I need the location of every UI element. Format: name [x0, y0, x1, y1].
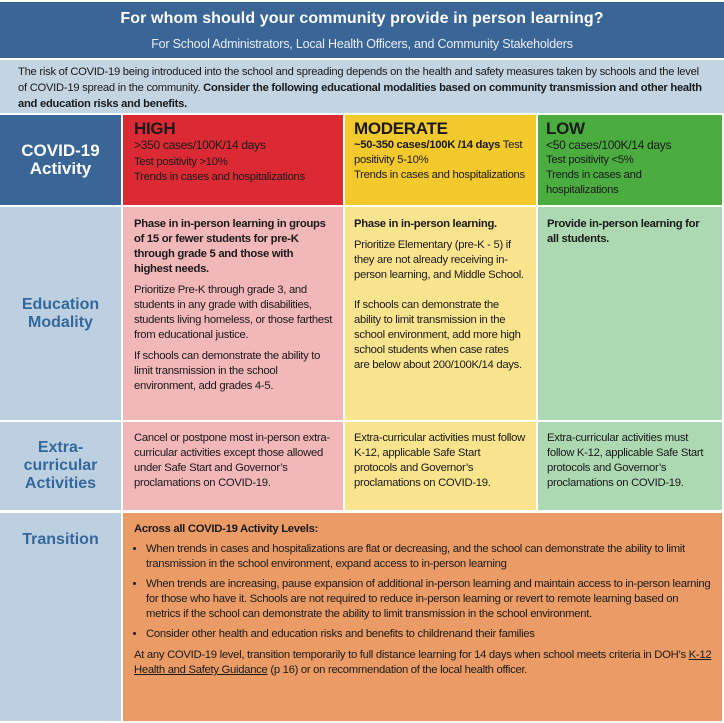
intro-text: The risk of COVID-19 being introduced in… [0, 60, 724, 113]
level-low: LOW <50 cases/100K/14 days Test positivi… [538, 115, 722, 205]
modality-text: Prioritize Elementary (pre-K - 5) if the… [354, 239, 524, 281]
level-positivity: Test positivity <5% [546, 154, 634, 166]
level-name: MODERATE [354, 119, 448, 138]
intro-plain: The risk of COVID-19 being introduced in… [18, 66, 699, 94]
modality-text: Provide in-person learning for all stude… [547, 218, 700, 245]
extra-moderate: Extra-curricular activities must follow … [345, 422, 536, 510]
modality-text: Prioritize Pre-K through grade 3, and st… [134, 284, 333, 341]
transition-bullet: When trends in cases and hospitalization… [146, 542, 712, 572]
transition-panel: Across all COVID-19 Activity Levels: Whe… [123, 513, 722, 721]
row-head-transition: Transition [0, 513, 121, 721]
extra-low: Extra-curricular activities must follow … [538, 422, 722, 510]
row-head-extra: Extra-curricular Activities [0, 422, 121, 510]
page-title: For whom should your community provide i… [120, 10, 604, 27]
transition-footer: At any COVID-19 level, transition tempor… [134, 648, 712, 678]
level-positivity: Test positivity >10% [134, 156, 228, 168]
modality-text: If schools can demonstrate the ability t… [134, 350, 321, 392]
level-cases: >350 cases/100K/14 days [134, 138, 266, 152]
level-name: LOW [546, 119, 585, 138]
intro-bold: Consider the following educational modal… [18, 82, 702, 110]
level-high: HIGH >350 cases/100K/14 days Test positi… [123, 115, 343, 205]
transition-bullet: When trends are increasing, pause expans… [146, 577, 712, 622]
level-moderate: MODERATE ~50-350 cases/100K /14 days Tes… [345, 115, 536, 205]
level-cases: ~50-350 cases/100K /14 days [354, 139, 501, 151]
modality-moderate: Phase in in-person learning. Prioritize … [345, 207, 536, 420]
row-head-modality: Education Modality [0, 207, 121, 420]
level-trends: Trends in cases and hospitalizations [134, 171, 305, 183]
modality-low: Provide in-person learning for all stude… [538, 207, 722, 420]
title-banner: For whom should your community provide i… [0, 2, 724, 58]
level-cases: <50 cases/100K/14 days [546, 138, 672, 152]
level-positivity: Test positivity 5-10% [354, 139, 523, 166]
modality-high: Phase in in-person learning in groups of… [123, 207, 343, 420]
modality-text: Phase in in-person learning. [354, 218, 497, 230]
footer-text: At any COVID-19 level, transition tempor… [134, 649, 689, 661]
transition-list: When trends in cases and hospitalization… [134, 542, 712, 642]
modality-text: Phase in in-person learning in groups of… [134, 218, 326, 275]
guidance-link[interactable]: K-12 Health and Safety Guidance [134, 649, 712, 676]
level-name: HIGH [134, 119, 176, 138]
level-trends: Trends in cases and hospitalizations [354, 169, 525, 181]
transition-heading: Across all COVID-19 Activity Levels: [134, 523, 319, 535]
transition-bullet: Consider other health and education risk… [146, 627, 712, 642]
footer-text: (p 16) or on recommendation of the local… [267, 664, 528, 676]
page-subtitle: For School Administrators, Local Health … [151, 37, 573, 51]
modality-text: If schools can demonstrate the ability t… [354, 299, 522, 371]
row-head-activity: COVID-19 Activity [0, 115, 121, 205]
level-trends: Trends in cases and hospitalizations [546, 169, 642, 196]
extra-high: Cancel or postpone most in-person extra-… [123, 422, 343, 510]
